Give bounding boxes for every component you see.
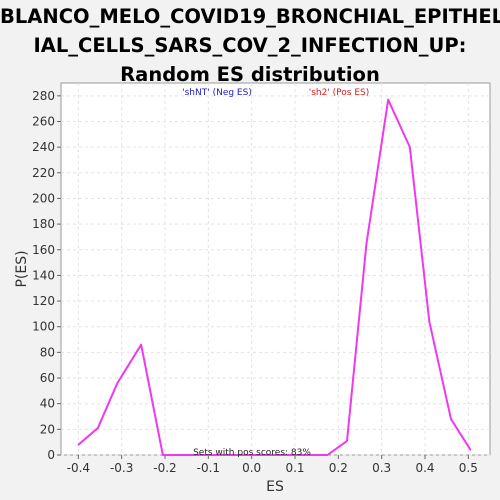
x-tick-label: -0.1 — [197, 461, 220, 475]
y-tick-label: 160 — [32, 243, 55, 257]
data-point — [268, 454, 270, 456]
chart-title-line-3: Random ES distribution — [120, 63, 380, 86]
data-point — [309, 454, 311, 456]
data-point — [287, 454, 290, 456]
y-tick-label: 140 — [32, 268, 55, 282]
data-point — [77, 443, 80, 446]
data-point — [469, 449, 472, 451]
data-point — [140, 343, 142, 346]
y-tick-label: 260 — [32, 114, 55, 128]
chart-title-line-2: IAL_CELLS_SARS_COV_2_INFECTION_UP: — [33, 34, 467, 57]
y-axis-label: P(ES) — [14, 250, 30, 287]
x-tick-label: 0.2 — [329, 461, 348, 475]
x-tick-label: -0.4 — [67, 461, 90, 475]
chart-title: BLANCO_MELO_COVID19_BRONCHIAL_EPITHEL IA… — [0, 2, 500, 89]
data-point — [203, 454, 205, 456]
plot-area — [60, 82, 491, 456]
data-point — [346, 440, 348, 442]
data-point — [326, 454, 329, 456]
y-tick-label: 280 — [32, 89, 55, 103]
x-tick-label: 0.3 — [372, 461, 391, 475]
x-axis: -0.4 -0.3 -0.2 -0.1 0.0 0.1 0.2 0.3 0.4 0.5 — [67, 455, 478, 475]
y-tick-label: 200 — [32, 191, 55, 205]
series-layer — [77, 98, 472, 456]
data-point — [246, 454, 249, 456]
x-tick-label: -0.2 — [153, 461, 176, 475]
data-point — [224, 454, 227, 456]
y-tick-label: 40 — [40, 397, 55, 411]
neg-es-label: 'shNT' (Neg ES) — [182, 88, 252, 98]
data-point — [162, 454, 164, 456]
data-point — [450, 418, 452, 420]
data-point — [428, 320, 431, 323]
y-tick-label: 220 — [32, 166, 55, 180]
pos-scores-footer: Sets with pos scores: 83% — [193, 448, 311, 458]
y-tick-label: 80 — [40, 345, 55, 359]
data-point — [181, 454, 184, 456]
data-point — [409, 146, 411, 148]
x-tick-label: 0.4 — [415, 461, 434, 475]
y-axis: 0 20 40 60 80 100 120 140 160 180 200 220 240 260 280 — [32, 89, 61, 462]
x-axis-label: ES — [266, 479, 284, 495]
data-point — [116, 382, 119, 384]
y-tick-label: 20 — [40, 422, 55, 436]
y-tick-label: 180 — [32, 217, 55, 231]
y-tick-label: 120 — [32, 294, 55, 308]
data-point — [365, 242, 368, 245]
x-tick-label: 0.5 — [459, 461, 478, 475]
pos-es-label: 'sh2' (Pos ES) — [309, 88, 370, 98]
y-tick-label: 0 — [47, 448, 55, 462]
data-point — [387, 98, 389, 101]
chart-title-line-1: BLANCO_MELO_COVID19_BRONCHIAL_EPITHEL — [0, 5, 500, 28]
es-distribution-line — [77, 98, 472, 456]
x-tick-label: -0.3 — [110, 461, 133, 475]
data-point — [97, 427, 99, 429]
y-tick-label: 240 — [32, 140, 55, 154]
x-tick-label: 0.1 — [285, 461, 304, 475]
y-tick-label: 60 — [40, 371, 55, 385]
y-tick-label: 100 — [32, 320, 55, 334]
x-tick-label: 0.0 — [242, 461, 261, 475]
